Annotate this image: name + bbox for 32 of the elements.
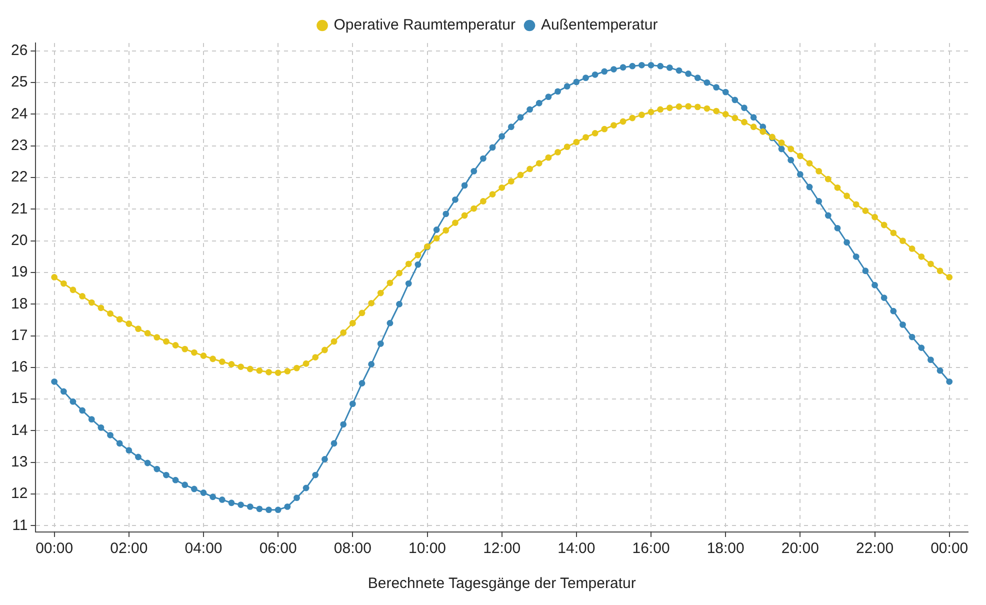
y-tick-label: 14 xyxy=(10,422,28,439)
y-tick-label: 21 xyxy=(10,200,28,218)
y-tick-label: 24 xyxy=(10,105,28,122)
x-tick-label: 00:00 xyxy=(36,540,74,558)
legend-label: Außentemperatur xyxy=(541,16,658,34)
x-tick-label: 00:00 xyxy=(930,540,968,558)
legend-label: Operative Raumtemperatur xyxy=(334,16,516,34)
y-tick-label: 22 xyxy=(10,168,28,186)
x-tick-label: 18:00 xyxy=(706,540,744,558)
y-tick-label: 15 xyxy=(10,390,28,408)
y-tick-label: 17 xyxy=(10,326,28,344)
y-tick-label: 19 xyxy=(10,264,28,281)
y-tick-label: 20 xyxy=(10,232,28,249)
y-tick-label: 25 xyxy=(10,74,28,91)
x-tick-label: 10:00 xyxy=(408,540,446,558)
x-tick-label: 06:00 xyxy=(259,540,297,558)
y-tick-label: 23 xyxy=(10,137,28,154)
x-tick-label: 08:00 xyxy=(334,540,372,558)
x-tick-label: 12:00 xyxy=(483,540,521,558)
y-tick-label: 13 xyxy=(10,454,28,471)
x-tick-label: 20:00 xyxy=(781,540,819,558)
y-tick-label: 26 xyxy=(10,42,28,60)
x-tick-label: 14:00 xyxy=(558,540,596,558)
y-tick-label: 18 xyxy=(10,295,28,312)
x-tick-label: 16:00 xyxy=(632,540,670,558)
x-tick-label: 04:00 xyxy=(184,540,222,558)
y-tick-label: 16 xyxy=(10,358,28,376)
x-tick-label: 02:00 xyxy=(110,540,148,558)
y-tick-label: 12 xyxy=(10,485,28,502)
x-tick-label: 22:00 xyxy=(856,540,894,558)
x-axis-title: Berechnete Tagesgänge der Temperatur xyxy=(368,575,636,592)
y-tick-label: 11 xyxy=(12,516,28,534)
